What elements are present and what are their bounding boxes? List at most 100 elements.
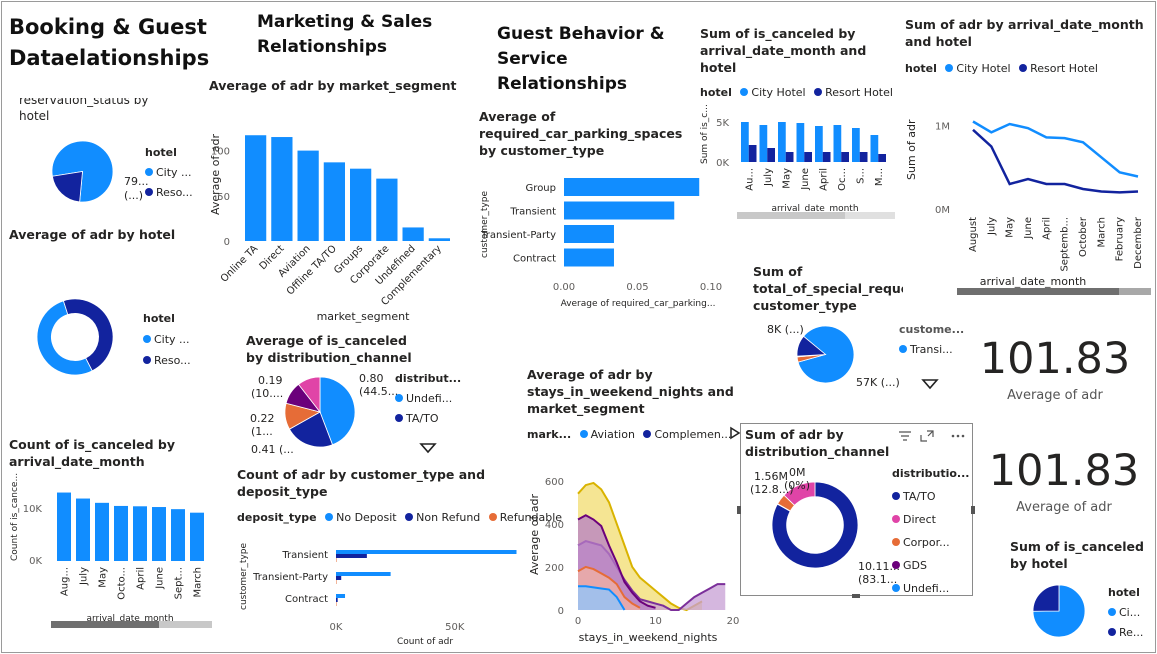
legend-item-no-deposit[interactable]: No Deposit bbox=[325, 511, 397, 524]
bar bbox=[336, 598, 338, 602]
tick-label: 0 bbox=[224, 237, 230, 248]
heading-guest: Guest Behavior & Service Relationships bbox=[497, 24, 665, 94]
pie-slice bbox=[1032, 584, 1060, 612]
focus-mode-icon[interactable] bbox=[920, 430, 934, 442]
bar bbox=[336, 572, 391, 576]
legend-adr-month-hotel: hotel City Hotel Resort Hotel bbox=[905, 62, 1098, 75]
heading-booking: Booking & Guest Dataelationships bbox=[9, 15, 210, 70]
legend-item-city[interactable]: Ci... bbox=[1108, 603, 1143, 623]
tick-label: 50K bbox=[445, 622, 465, 633]
tick-label: 0.10 bbox=[700, 282, 722, 293]
resize-handle[interactable] bbox=[971, 506, 975, 514]
tick-label: 0K bbox=[29, 556, 42, 567]
bar bbox=[833, 125, 842, 162]
scrollbar-cancel-month-hotel[interactable] bbox=[737, 212, 895, 219]
pie-slice bbox=[36, 300, 93, 376]
bar-chart-customer-deposit: customer_type Transient Transient-Party Con… bbox=[239, 543, 517, 647]
pie-label: 0.22 bbox=[250, 412, 275, 425]
kpi-value: 101.83 bbox=[979, 334, 1131, 384]
tick-label: June bbox=[155, 567, 166, 590]
scrollbar-adr-month-hotel[interactable] bbox=[957, 288, 1151, 295]
legend-item-city[interactable]: City ... bbox=[143, 329, 191, 350]
axis-label: Average of required_car_parking... bbox=[561, 299, 716, 309]
legend-item-city[interactable]: City Hotel bbox=[740, 86, 806, 99]
bar bbox=[564, 248, 614, 267]
bar bbox=[152, 507, 166, 561]
legend-item-direct[interactable]: Direct bbox=[892, 508, 969, 531]
series-line bbox=[577, 514, 656, 609]
resize-handle[interactable] bbox=[852, 594, 860, 598]
chart-title-cancel-channel: Average of is_canceled by distribution_c… bbox=[246, 333, 412, 365]
pie-label: 8K (...) bbox=[767, 323, 804, 336]
more-options-icon[interactable] bbox=[951, 434, 965, 438]
bar bbox=[878, 154, 886, 162]
bar bbox=[57, 492, 71, 561]
bar bbox=[245, 135, 267, 241]
bar bbox=[323, 162, 345, 241]
pie-cancel-hotel bbox=[1032, 584, 1086, 638]
tick-label: 1M bbox=[935, 122, 950, 133]
legend-item-city[interactable]: City ... bbox=[145, 163, 193, 183]
legend-cancel-hotel: hotel Ci... Re... bbox=[1108, 583, 1143, 643]
legend-item-resort[interactable]: Reso... bbox=[145, 183, 193, 203]
tick-label: 0K bbox=[716, 158, 729, 169]
tick-label: October bbox=[1078, 216, 1089, 257]
more-legend-arrow-icon[interactable] bbox=[921, 378, 939, 393]
pie-label: (...) bbox=[124, 189, 144, 202]
tick-label: 0.00 bbox=[553, 282, 575, 293]
legend-item-resort[interactable]: Re... bbox=[1108, 623, 1143, 643]
legend-item-undefined[interactable]: Undefi... bbox=[892, 577, 969, 600]
legend-item-resort[interactable]: Resort Hotel bbox=[1019, 62, 1098, 75]
tick-label: Contract bbox=[513, 254, 556, 265]
legend-next-icon[interactable] bbox=[730, 426, 741, 442]
legend-item-aviation[interactable]: Aviation bbox=[579, 428, 635, 441]
bar bbox=[815, 126, 823, 162]
legend-item-transient[interactable]: Transi... bbox=[899, 340, 964, 360]
series-line bbox=[577, 565, 641, 609]
legend-item-non-refund[interactable]: Non Refund bbox=[405, 511, 480, 524]
chart-title-special-requests: Sum of total_of_special_reque customer_t… bbox=[753, 264, 903, 313]
pie-res-status bbox=[51, 140, 114, 203]
legend-item-gds[interactable]: GDS bbox=[892, 554, 969, 577]
legend-item-corporate[interactable]: Corpor... bbox=[892, 531, 969, 554]
legend-item-complementary[interactable]: Complemen... bbox=[643, 428, 731, 441]
more-legend-arrow-icon[interactable] bbox=[419, 442, 437, 457]
axis-label: customer_type bbox=[480, 191, 490, 258]
axis-label: arrival_date_month bbox=[771, 204, 858, 214]
kpi-card-adr: 101.83 Average of adr bbox=[970, 330, 1140, 403]
scrollbar-cancel-month[interactable] bbox=[51, 621, 212, 628]
bar bbox=[402, 227, 424, 241]
resize-handle[interactable] bbox=[737, 506, 741, 514]
pie-label: 0.80 bbox=[359, 372, 384, 385]
bar bbox=[870, 135, 879, 162]
bar-chart-parking: customer_type Group Transient Transient-Par… bbox=[480, 178, 722, 309]
legend-item-tato[interactable]: TA/TO bbox=[892, 485, 969, 508]
legend-item-undefined[interactable]: Undefi... bbox=[395, 389, 461, 409]
legend-item-resort[interactable]: Reso... bbox=[143, 350, 191, 371]
axis-label: arrival_date_month bbox=[86, 614, 173, 624]
filter-icon[interactable] bbox=[899, 431, 911, 441]
axis-label: arrival_date_month bbox=[980, 275, 1086, 288]
legend-item-resort[interactable]: Resort Hotel bbox=[814, 86, 893, 99]
legend-item-tato[interactable]: TA/TO bbox=[395, 409, 461, 429]
donut-adr-hotel bbox=[36, 298, 114, 376]
bar bbox=[336, 554, 367, 558]
pie-label: 0.41 (... bbox=[251, 443, 294, 456]
legend-item-city[interactable]: City Hotel bbox=[945, 62, 1011, 75]
tick-label: March bbox=[193, 567, 204, 597]
pie-slice bbox=[288, 411, 333, 448]
bar bbox=[336, 576, 342, 580]
pie-slice bbox=[62, 298, 114, 372]
pie-slice bbox=[297, 376, 321, 414]
series-line bbox=[972, 128, 1139, 194]
kpi-label: Average of adr bbox=[1007, 388, 1103, 403]
bar bbox=[804, 152, 812, 162]
donut-adr-channel bbox=[771, 481, 859, 569]
legend-adr-weekend: mark... Aviation Complemen... bbox=[527, 428, 732, 441]
legend-item-refundable[interactable]: Refundable bbox=[488, 511, 562, 524]
tick-label: February bbox=[1115, 217, 1126, 261]
tick-label: S... bbox=[855, 168, 866, 184]
chart-title-adr-weekend: Average of adr by stays_in_weekend_night… bbox=[527, 367, 734, 416]
pie-label: 10.11... bbox=[858, 560, 900, 573]
